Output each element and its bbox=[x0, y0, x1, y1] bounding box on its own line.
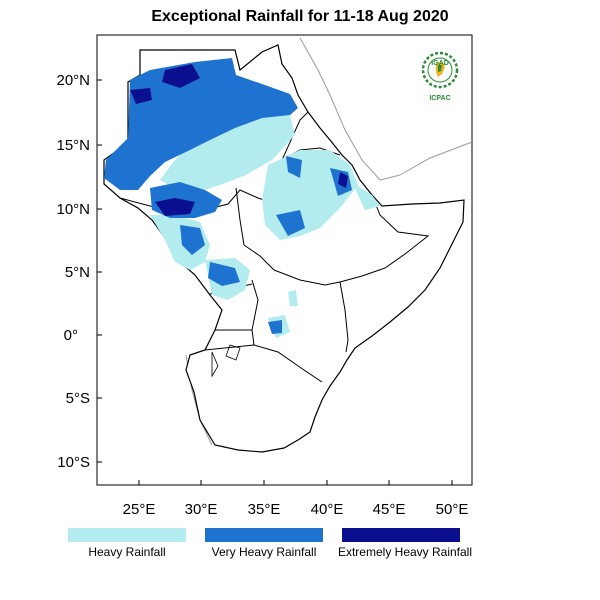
lon-label-50e: 50°E bbox=[436, 501, 469, 518]
very-heavy-rainfall-areas bbox=[104, 58, 352, 334]
tick-marks bbox=[97, 79, 453, 485]
legend-label-heavy: Heavy Rainfall bbox=[88, 545, 166, 559]
lon-label-30e: 30°E bbox=[185, 501, 218, 518]
legend-label-extremely-heavy: Extremely Heavy Rainfall bbox=[337, 545, 473, 559]
lat-label-5n: 5°N bbox=[65, 264, 90, 281]
laurel-wreath-icon bbox=[421, 51, 459, 89]
lat-label-20n: 20°N bbox=[56, 72, 90, 89]
logo-bottom-text: ICPAC bbox=[429, 95, 451, 102]
logo-top-text: IGAD bbox=[431, 60, 449, 67]
lon-label-40e: 40°E bbox=[311, 501, 344, 518]
legend-swatch-heavy bbox=[68, 528, 186, 542]
igad-icpac-logo: IGAD ICPAC bbox=[416, 50, 464, 102]
legend-swatch-extremely-heavy bbox=[342, 528, 460, 542]
lon-label-35e: 35°E bbox=[248, 501, 281, 518]
legend-label-very-heavy: Very Heavy Rainfall bbox=[211, 545, 317, 559]
lakes bbox=[211, 344, 241, 378]
map-title: Exceptional Rainfall for 11-18 Aug 2020 bbox=[151, 8, 449, 25]
lat-label-10n: 10°N bbox=[56, 201, 90, 218]
lat-label-0: 0° bbox=[64, 327, 78, 344]
legend-swatch-very-heavy bbox=[205, 528, 323, 542]
lat-label-15n: 15°N bbox=[56, 137, 90, 154]
lat-label-10s: 10°S bbox=[57, 454, 90, 471]
lon-label-45e: 45°E bbox=[373, 501, 406, 518]
lon-label-25e: 25°E bbox=[123, 501, 156, 518]
lat-label-5s: 5°S bbox=[66, 390, 90, 407]
extremely-heavy-rainfall-areas bbox=[130, 64, 348, 216]
